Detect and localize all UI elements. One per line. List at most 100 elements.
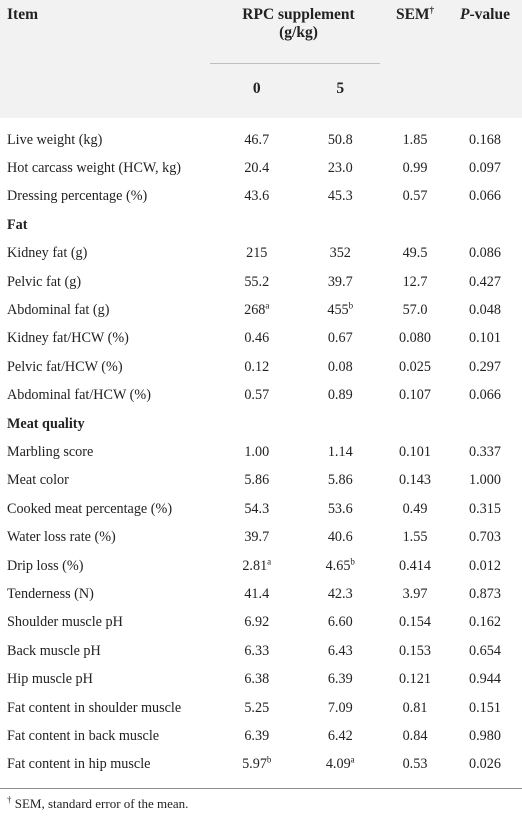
value-sem: 57.0 <box>402 302 428 319</box>
value-dose-0-cell: 268a <box>215 296 299 324</box>
value-dose-5: 23.0 <box>327 160 353 177</box>
value-dose-0-cell: 39.7 <box>215 523 299 551</box>
value-dose-5-cell: 0.67 <box>299 325 383 353</box>
value-p-cell: 0.012 <box>448 552 522 580</box>
value-p-cell: 0.337 <box>448 438 522 466</box>
row-item-label: Fat content in back muscle <box>7 727 160 744</box>
value-dose-5-cell: 6.39 <box>299 665 383 693</box>
table-row: Shoulder muscle pH 6.92 6.60 0.154 0.162 <box>0 609 522 637</box>
table-row: Dressing percentage (%) 43.6 45.3 0.57 0.066 <box>0 183 522 211</box>
row-item-label-cell: Kidney fat/HCW (%) <box>0 325 215 353</box>
value-p-cell: 0.162 <box>448 609 522 637</box>
value-dose-5-cell: 352 <box>299 240 383 268</box>
value-dose-0-cell: 5.25 <box>215 694 299 722</box>
value-dose-0-cell: 54.3 <box>215 495 299 523</box>
value-p-cell: 0.097 <box>448 154 522 182</box>
table-row: Abdominal fat (g) 268a 455b 57.0 0.048 <box>0 296 522 324</box>
value-dose-5-cell: 6.60 <box>299 609 383 637</box>
value-dose-5: 6.43 <box>327 642 353 659</box>
value-dose-0: 6.92 <box>244 614 270 631</box>
section-label: Meat quality <box>7 415 85 432</box>
value-dose-0: 54.3 <box>244 500 270 517</box>
value-p: 0.168 <box>469 131 501 148</box>
significance-letter: b <box>348 300 354 311</box>
value-p-cell: 0.703 <box>448 523 522 551</box>
value-p-cell: 0.980 <box>448 722 522 750</box>
value-dose-0-cell: 55.2 <box>215 268 299 296</box>
value-dose-5-cell: 40.6 <box>299 523 383 551</box>
row-item-label-cell: Live weight (kg) <box>0 126 215 154</box>
footnote-dagger: † <box>7 794 12 805</box>
value-sem: 1.55 <box>402 529 428 546</box>
row-item-label: Kidney fat/HCW (%) <box>7 330 129 347</box>
row-item-label: Hot carcass weight (HCW, kg) <box>7 160 182 177</box>
value-dose-0-cell: 6.92 <box>215 609 299 637</box>
value-p-cell: 0.297 <box>448 353 522 381</box>
value-p: 0.873 <box>469 585 501 602</box>
row-item-label-cell: Pelvic fat (g) <box>0 268 215 296</box>
row-item-label: Cooked meat percentage (%) <box>7 500 173 517</box>
table-row: Tenderness (N) 41.4 42.3 3.97 0.873 <box>0 580 522 608</box>
row-item-label: Dressing percentage (%) <box>7 188 148 205</box>
row-item-label-cell: Hip muscle pH <box>0 665 215 693</box>
table-row: Kidney fat (g) 215 352 49.5 0.086 <box>0 240 522 268</box>
value-p: 1.000 <box>469 472 501 489</box>
value-dose-0-cell: 6.33 <box>215 637 299 665</box>
value-sem-cell: 0.025 <box>382 353 448 381</box>
value-sem-cell: 1.85 <box>382 126 448 154</box>
table-row: Back muscle pH 6.33 6.43 0.153 0.654 <box>0 637 522 665</box>
value-p: 0.012 <box>469 557 501 574</box>
value-dose-0: 6.38 <box>244 671 270 688</box>
col-header-rpc-supplement: RPC supplement (g/kg) <box>215 0 382 60</box>
value-dose-5-cell: 7.09 <box>299 694 383 722</box>
value-dose-5: 50.8 <box>327 131 353 148</box>
section-header-row: Fat <box>0 211 522 239</box>
value-p: 0.337 <box>469 443 501 460</box>
value-p-cell: 0.151 <box>448 694 522 722</box>
value-dose-5-cell: 0.89 <box>299 382 383 410</box>
value-p-cell: 0.048 <box>448 296 522 324</box>
value-dose-5-cell: 39.7 <box>299 268 383 296</box>
value-dose-0: 268 <box>244 302 266 319</box>
value-dose-5: 0.67 <box>327 330 353 347</box>
value-p-cell: 0.066 <box>448 382 522 410</box>
value-dose-5: 455 <box>327 302 349 319</box>
value-sem-cell: 0.84 <box>382 722 448 750</box>
value-dose-5: 352 <box>329 245 351 262</box>
table-body: Live weight (kg) 46.7 50.8 1.85 0.168 Hot car… <box>0 126 522 787</box>
row-item-label-cell: Abdominal fat (g) <box>0 296 215 324</box>
value-dose-5: 1.14 <box>327 443 353 460</box>
table-header-background <box>0 0 522 118</box>
value-sem-cell: 0.414 <box>382 552 448 580</box>
value-dose-5: 6.60 <box>327 614 353 631</box>
value-dose-5: 6.39 <box>327 671 353 688</box>
table-row: Meat color 5.86 5.86 0.143 1.000 <box>0 467 522 495</box>
group-underline <box>210 63 380 64</box>
value-dose-5-cell: 5.86 <box>299 467 383 495</box>
value-dose-5: 42.3 <box>327 585 353 602</box>
value-dose-5: 45.3 <box>327 188 353 205</box>
row-item-label: Pelvic fat (g) <box>7 273 82 290</box>
value-sem-cell: 0.53 <box>382 751 448 779</box>
value-sem-cell: 0.154 <box>382 609 448 637</box>
value-sem-cell: 12.7 <box>382 268 448 296</box>
value-dose-0: 55.2 <box>244 273 270 290</box>
value-p: 0.315 <box>469 500 501 517</box>
row-item-label: Tenderness (N) <box>7 585 94 602</box>
row-item-label: Abdominal fat (g) <box>7 302 110 319</box>
row-item-label-cell: Abdominal fat/HCW (%) <box>0 382 215 410</box>
value-sem: 0.107 <box>399 387 431 404</box>
value-sem: 0.49 <box>402 500 428 517</box>
table-row: Drip loss (%) 2.81a 4.65b 0.414 0.012 <box>0 552 522 580</box>
value-dose-0-cell: 1.00 <box>215 438 299 466</box>
value-dose-0: 5.97 <box>242 756 267 773</box>
value-dose-0: 5.86 <box>244 472 270 489</box>
value-dose-5-cell: 6.42 <box>299 722 383 750</box>
value-sem-cell: 0.101 <box>382 438 448 466</box>
table-row: Fat content in back muscle 6.39 6.42 0.84 0.… <box>0 722 522 750</box>
value-dose-0-cell: 2.81a <box>215 552 299 580</box>
value-dose-0: 0.12 <box>244 358 270 375</box>
footnote-text: SEM, standard error of the mean. <box>11 796 189 811</box>
value-dose-0: 5.25 <box>244 699 270 716</box>
value-dose-0-cell: 43.6 <box>215 183 299 211</box>
